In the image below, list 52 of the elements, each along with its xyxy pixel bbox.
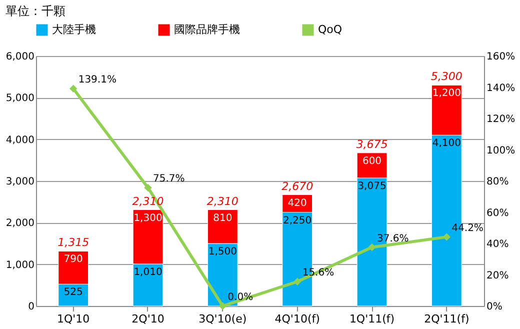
x-tick-label: 2Q'11(f) (424, 312, 470, 326)
data-label: 0.0% (228, 292, 254, 303)
total-label: 2,670 (282, 180, 314, 193)
y2-tick-label: 20% (486, 270, 509, 282)
data-label: 2,250 (283, 215, 312, 226)
y-tick-label: 5,000 (6, 93, 34, 104)
y2-tick-label: 140% (486, 82, 516, 94)
legend-label: QoQ (318, 23, 342, 36)
data-label: 525 (64, 287, 83, 298)
y2-tick-label: 0% (486, 302, 502, 312)
y2-tick-label: 160% (486, 52, 516, 62)
y2-tick-label: 120% (486, 114, 516, 125)
x-tick-label: 2Q'10 (132, 312, 164, 326)
point (218, 302, 227, 310)
legend-label: 大陸手機 (52, 23, 96, 36)
data-label: 790 (64, 254, 83, 266)
point (69, 84, 78, 93)
y2-tick-label: 60% (486, 208, 509, 219)
y-tick-label: 2,000 (6, 218, 34, 230)
total-label: 5,300 (430, 70, 462, 84)
chart-title: 單位：千顆 (5, 4, 66, 18)
data-label: 75.7% (153, 174, 185, 185)
legend-label: 國際品牌手機 (174, 23, 240, 36)
data-label: 1,500 (208, 246, 237, 258)
y-tick-label: 3,000 (6, 176, 34, 188)
total-label: 1,315 (58, 236, 90, 250)
data-label: 139.1% (78, 74, 116, 86)
data-label: 810 (213, 212, 232, 224)
y-tick-label: 4,000 (6, 134, 34, 146)
y-tick-label: 1,000 (6, 260, 34, 271)
data-label: 600 (362, 156, 382, 167)
y2-tick-label: 100% (486, 145, 516, 156)
y-tick-label: 6,000 (6, 52, 34, 62)
x-tick-label: 4Q'10(f) (274, 312, 320, 326)
data-label: 4,100 (432, 138, 461, 150)
x-tick-label: 3Q'10(e) (198, 312, 247, 326)
point (442, 233, 451, 241)
data-label: 3,075 (358, 180, 386, 192)
data-label: 1,010 (134, 266, 162, 278)
x-tick-label: 1Q'10 (56, 312, 90, 326)
x-tick-label: 1Q'11(f) (349, 312, 395, 326)
total-label: 3,675 (356, 138, 388, 151)
data-label: 1,200 (432, 88, 461, 100)
y-tick-label: 0 (28, 302, 34, 312)
total-label: 2,310 (206, 194, 238, 208)
y2-tick-label: 40% (486, 239, 509, 250)
data-label: 1,300 (134, 212, 162, 224)
point (368, 243, 376, 252)
point (144, 184, 152, 192)
point (293, 278, 302, 286)
y2-tick-label: 80% (486, 176, 509, 188)
data-label: 420 (288, 198, 307, 209)
